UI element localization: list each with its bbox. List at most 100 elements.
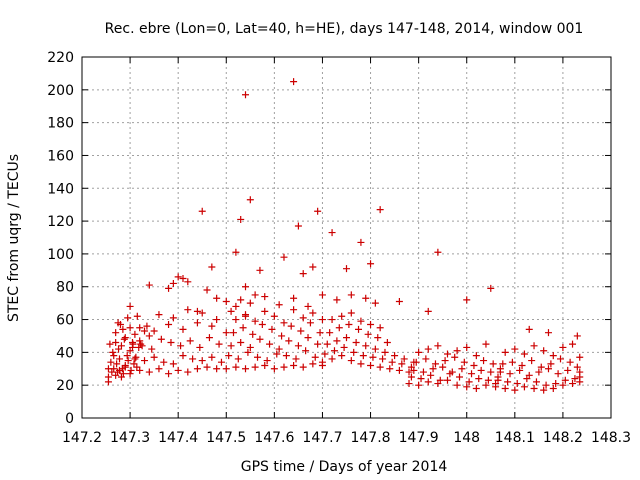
data-point <box>141 327 149 335</box>
data-point <box>364 330 372 338</box>
data-point <box>198 207 206 215</box>
data-point <box>196 343 204 351</box>
data-point <box>564 366 572 374</box>
data-point <box>513 380 521 388</box>
x-tick-label: 148 <box>453 430 480 446</box>
data-point <box>323 340 331 348</box>
data-point <box>357 317 365 325</box>
data-point <box>198 357 206 365</box>
data-point <box>155 365 163 373</box>
data-point <box>290 361 298 369</box>
data-point <box>530 342 538 350</box>
data-point <box>287 322 295 330</box>
data-point <box>422 355 430 363</box>
data-point <box>184 368 192 376</box>
data-point <box>330 347 338 355</box>
data-point <box>343 265 350 273</box>
x-tick-label: 147.7 <box>302 430 342 446</box>
data-point <box>359 352 367 360</box>
data-point <box>552 380 560 388</box>
data-point <box>193 365 201 373</box>
data-point <box>573 363 581 371</box>
data-point <box>157 335 165 343</box>
y-tick-label: 0 <box>65 411 74 427</box>
data-point <box>304 302 312 310</box>
data-point <box>184 278 192 286</box>
x-tick-label: 148.1 <box>495 430 535 446</box>
data-point <box>347 291 355 299</box>
data-point <box>412 358 420 366</box>
data-point <box>338 312 346 320</box>
data-point <box>381 348 389 356</box>
data-point <box>306 319 314 327</box>
data-point <box>193 307 201 315</box>
data-point <box>302 347 310 355</box>
data-point <box>169 360 177 368</box>
data-point <box>504 378 512 386</box>
data-point <box>123 352 131 360</box>
data-point <box>213 294 221 302</box>
data-point <box>246 299 254 307</box>
data-point <box>506 370 514 378</box>
data-point <box>376 363 384 371</box>
data-point <box>136 337 144 345</box>
data-point <box>453 381 461 389</box>
data-point <box>263 357 271 365</box>
data-point <box>237 296 245 304</box>
data-point <box>475 375 483 383</box>
y-tick-label: 20 <box>56 378 74 394</box>
data-point <box>309 360 317 368</box>
data-point <box>258 320 266 328</box>
data-point <box>244 348 252 356</box>
data-point <box>525 371 533 379</box>
data-point <box>270 365 278 373</box>
data-point <box>285 337 293 345</box>
data-point <box>525 325 533 333</box>
data-point <box>494 376 502 384</box>
data-point <box>419 368 427 376</box>
data-point <box>549 352 557 360</box>
data-point <box>345 320 353 328</box>
data-point <box>179 325 187 333</box>
y-tick-label: 160 <box>47 148 74 164</box>
data-point <box>379 355 387 363</box>
data-point <box>314 340 322 348</box>
data-point <box>540 347 548 355</box>
data-point <box>576 368 584 376</box>
data-point <box>424 345 432 353</box>
data-point <box>237 339 245 347</box>
data-point <box>516 366 524 374</box>
data-point <box>256 335 264 343</box>
data-point <box>415 381 423 389</box>
data-point <box>463 383 471 391</box>
data-point <box>160 358 168 366</box>
data-point <box>131 355 139 363</box>
data-point <box>388 358 396 366</box>
data-point <box>278 332 286 340</box>
data-point <box>256 266 264 274</box>
data-point <box>456 373 464 381</box>
data-point <box>309 309 317 317</box>
data-point <box>145 368 153 376</box>
data-point <box>499 360 507 368</box>
y-tick-label: 180 <box>47 116 74 132</box>
plot-frame <box>81 56 612 419</box>
data-point <box>261 361 269 369</box>
data-point <box>208 322 216 330</box>
data-point <box>410 366 418 374</box>
data-point <box>232 316 240 324</box>
data-point <box>184 306 192 314</box>
x-tick-label: 148.3 <box>591 430 631 446</box>
data-point <box>237 215 245 223</box>
data-point <box>540 386 548 394</box>
data-point <box>367 260 375 268</box>
data-point <box>126 370 134 378</box>
data-point <box>165 320 173 328</box>
data-point <box>530 384 538 392</box>
data-point <box>326 329 334 337</box>
data-point <box>318 358 326 366</box>
data-point <box>120 335 128 343</box>
data-point <box>203 286 211 294</box>
data-point <box>229 329 237 337</box>
